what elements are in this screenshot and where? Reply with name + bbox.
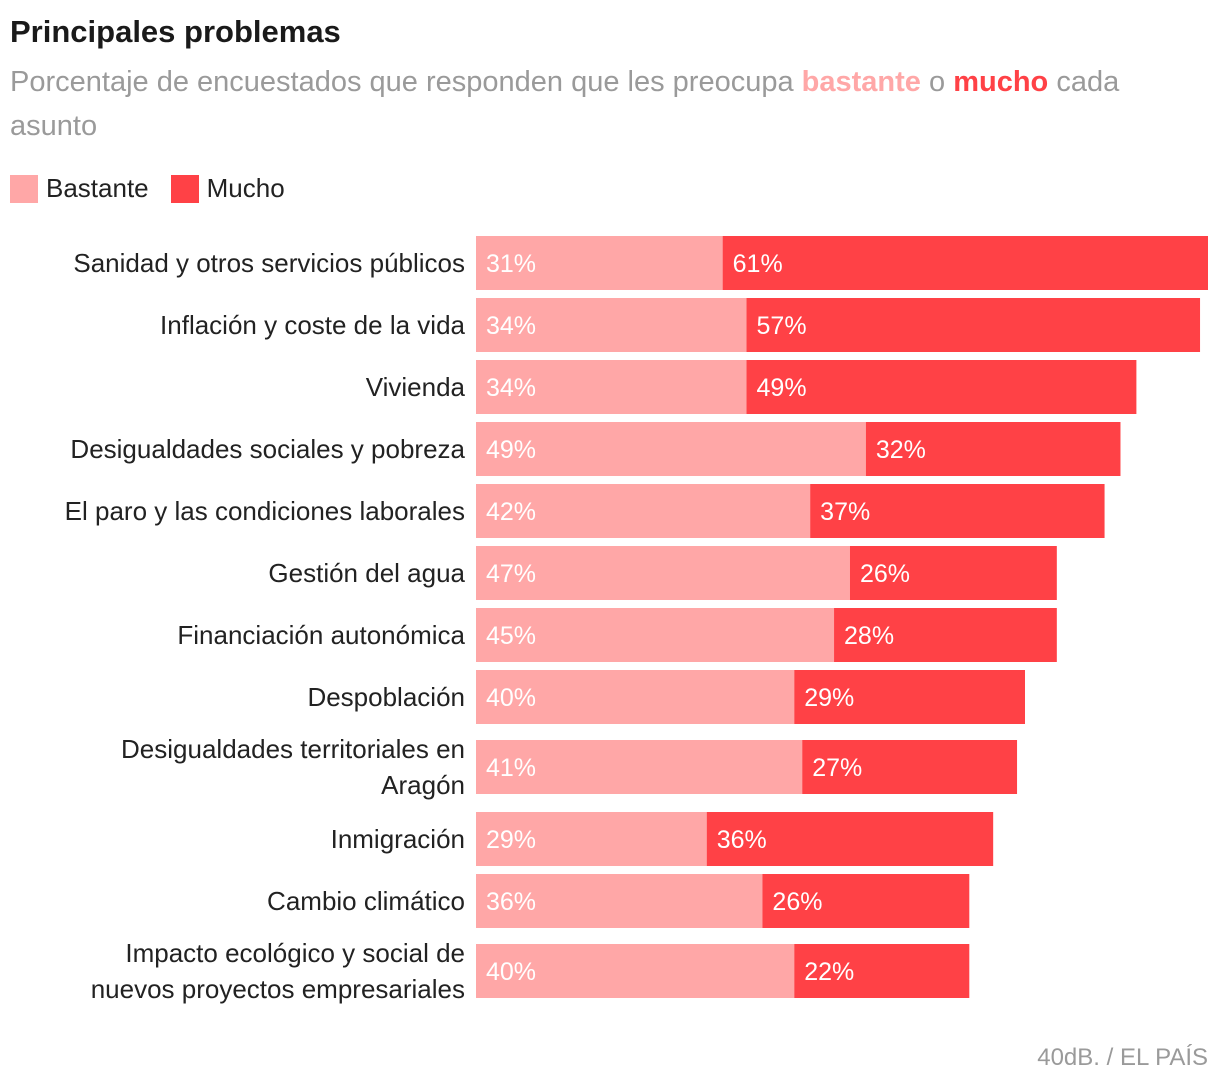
bar-mucho: [849, 546, 1057, 600]
subtitle-highlight-mucho: mucho: [953, 66, 1049, 98]
bar-value-label: 40%: [486, 684, 536, 712]
bar-bastante: [476, 812, 707, 866]
bar-bastante: [476, 360, 747, 414]
bar-bastante: [476, 740, 803, 794]
category-label: Sanidad y otros servicios públicos: [73, 248, 465, 278]
bar-value-label: 27%: [812, 754, 862, 782]
legend-item-mucho: Mucho: [170, 173, 285, 204]
category-label-line: Impacto ecológico y social de: [125, 938, 465, 968]
legend-label-mucho: Mucho: [206, 173, 285, 203]
category-label: Desigualdades sociales y pobreza: [70, 434, 465, 464]
bar-bastante: [476, 944, 795, 998]
category-label-line: Desigualdades territoriales en: [121, 734, 465, 764]
bar-mucho: [762, 874, 970, 928]
bar-bastante: [476, 484, 811, 538]
bar-mucho: [706, 812, 994, 866]
subtitle-tail: cada asunto: [10, 66, 1120, 142]
category-label: Gestión del agua: [268, 558, 465, 588]
bar-mucho: [722, 236, 1208, 290]
chart-legend: Bastante Mucho: [10, 173, 307, 204]
bar-value-label: 47%: [486, 560, 536, 588]
category-label: Impacto ecológico y social de nuevos proy…: [91, 938, 465, 1004]
legend-label-bastante: Bastante: [46, 173, 149, 203]
bar-value-label: 34%: [486, 312, 536, 340]
bar-value-label: 49%: [757, 374, 807, 402]
category-label: Despoblación: [307, 682, 465, 712]
bar-mucho: [746, 360, 1137, 414]
bar-bastante: [476, 236, 723, 290]
category-label: Inflación y coste de la vida: [160, 310, 465, 340]
bar-value-label: 29%: [486, 826, 536, 854]
category-label-line: nuevos proyectos empresariales: [91, 974, 465, 1004]
bar-value-label: 29%: [804, 684, 854, 712]
subtitle-highlight-bastante: bastante: [801, 66, 921, 98]
chart-title: Principales problemas: [10, 14, 341, 49]
bar-value-label: 57%: [757, 312, 807, 340]
source-credit: 40dB. / EL PAÍS: [1037, 1044, 1208, 1071]
bar-value-label: 31%: [486, 250, 536, 278]
bar-value-label: 36%: [486, 888, 536, 916]
category-label: El paro y las condiciones laborales: [65, 496, 465, 526]
bar-mucho: [865, 422, 1121, 476]
bar-value-label: 22%: [804, 958, 854, 986]
bar-mucho: [834, 608, 1057, 662]
legend-item-bastante: Bastante: [10, 173, 149, 204]
bar-bastante: [476, 874, 763, 928]
bar-mucho: [810, 484, 1105, 538]
bar-value-label: 26%: [772, 888, 822, 916]
bar-value-label: 49%: [486, 436, 536, 464]
bar-mucho: [802, 740, 1018, 794]
bar-value-label: 40%: [486, 958, 536, 986]
category-label: Financiación autonómica: [177, 620, 465, 650]
bar-value-label: 42%: [486, 498, 536, 526]
bar-bastante: [476, 670, 795, 724]
bar-bastante: [476, 608, 835, 662]
category-label-line: Aragón: [381, 770, 465, 800]
subtitle-connector: o: [928, 66, 946, 98]
category-label: Desigualdades territoriales en Aragón: [121, 734, 465, 800]
bar-value-label: 34%: [486, 374, 536, 402]
bar-mucho: [794, 944, 970, 998]
bar-value-label: 45%: [486, 622, 536, 650]
bar-value-label: 37%: [820, 498, 870, 526]
bar-value-label: 61%: [733, 250, 783, 278]
bar-value-label: 26%: [860, 560, 910, 588]
category-label: Vivienda: [366, 372, 466, 402]
bar-value-label: 32%: [876, 436, 926, 464]
bar-value-label: 28%: [844, 622, 894, 650]
bar-bastante: [476, 422, 866, 476]
bar-mucho: [794, 670, 1025, 724]
bar-bastante: [476, 298, 747, 352]
bar-value-label: 36%: [717, 826, 767, 854]
legend-swatch-mucho: [170, 174, 199, 203]
bar-mucho: [746, 298, 1201, 352]
legend-swatch-bastante: [10, 174, 38, 203]
category-label: Inmigración: [331, 824, 465, 854]
subtitle-text: Porcentaje de encuestados que responden …: [10, 66, 794, 98]
category-label: Cambio climático: [267, 886, 465, 916]
chart-subtitle: Porcentaje de encuestados que responden …: [10, 60, 1210, 148]
bar-value-label: 41%: [486, 754, 536, 782]
bar-bastante: [476, 546, 850, 600]
